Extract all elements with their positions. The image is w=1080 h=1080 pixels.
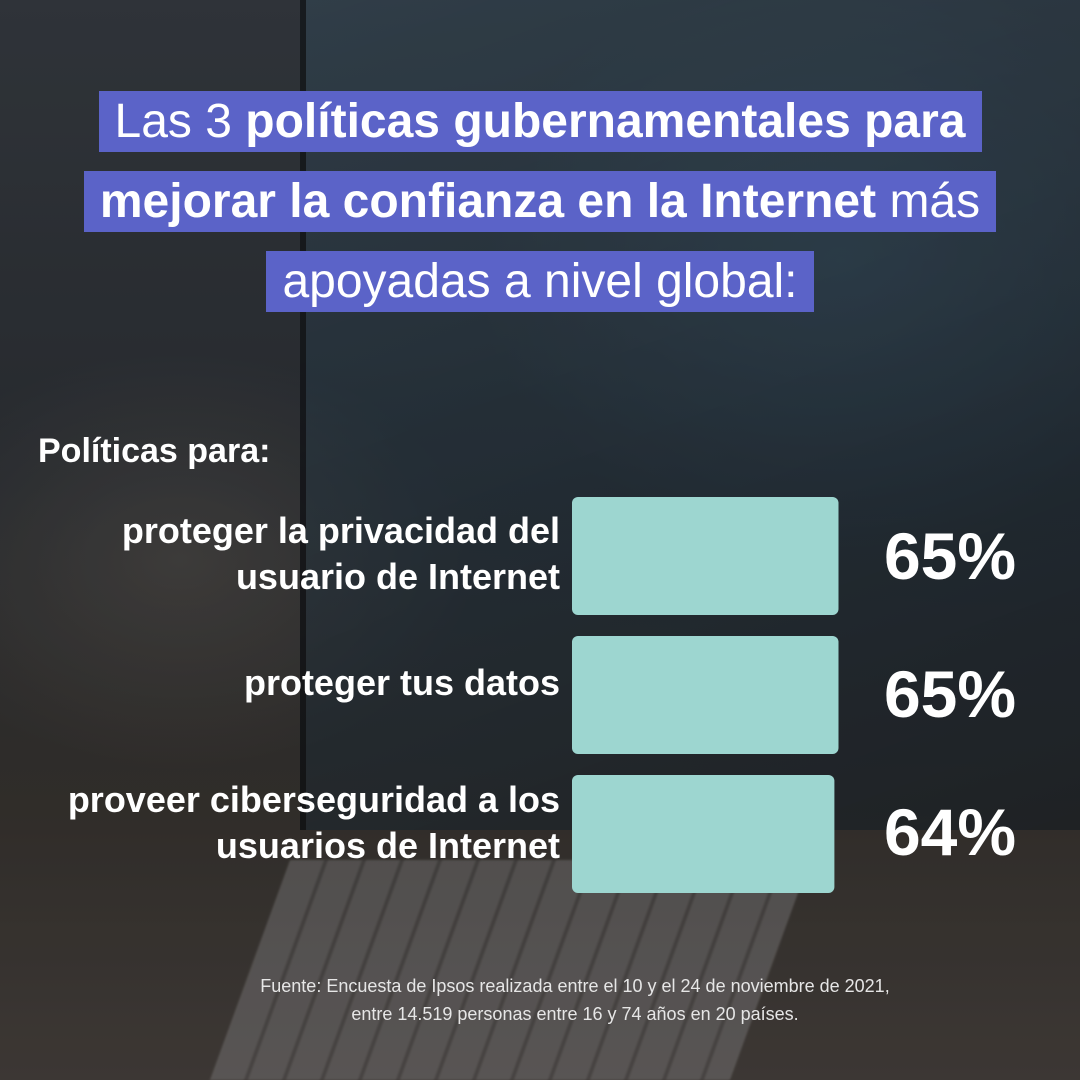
title-part-2: políticas gubernamentales para mejorar l… — [99, 95, 966, 228]
title-part-1: Las 3 — [114, 95, 246, 148]
bar-2 — [572, 636, 839, 754]
bar-3 — [572, 775, 835, 893]
chart-subtitle: Políticas para: — [38, 432, 271, 470]
category-label-1: proteger la privacidad del usuario de In… — [121, 510, 560, 597]
value-label-2: 65% — [883, 657, 1017, 731]
source-line-2: entre 14.519 personas entre 16 y 74 años… — [351, 1004, 799, 1024]
bar-1 — [572, 497, 839, 615]
value-label-1: 65% — [883, 519, 1017, 593]
category-label-2: proteger tus datos — [243, 662, 560, 703]
value-label-3: 64% — [883, 795, 1017, 869]
category-label-3: proveer ciberseguridad a los usuarios de… — [67, 779, 560, 866]
source-note: Fuente: Encuesta de Ipsos realizada entr… — [150, 972, 1000, 1028]
title-block: Las 3 políticas gubernamentales para mej… — [80, 82, 1000, 322]
source-line-1: Fuente: Encuesta de Ipsos realizada entr… — [260, 976, 890, 996]
title-part-3: más apoyadas a nivel global: — [282, 175, 981, 308]
